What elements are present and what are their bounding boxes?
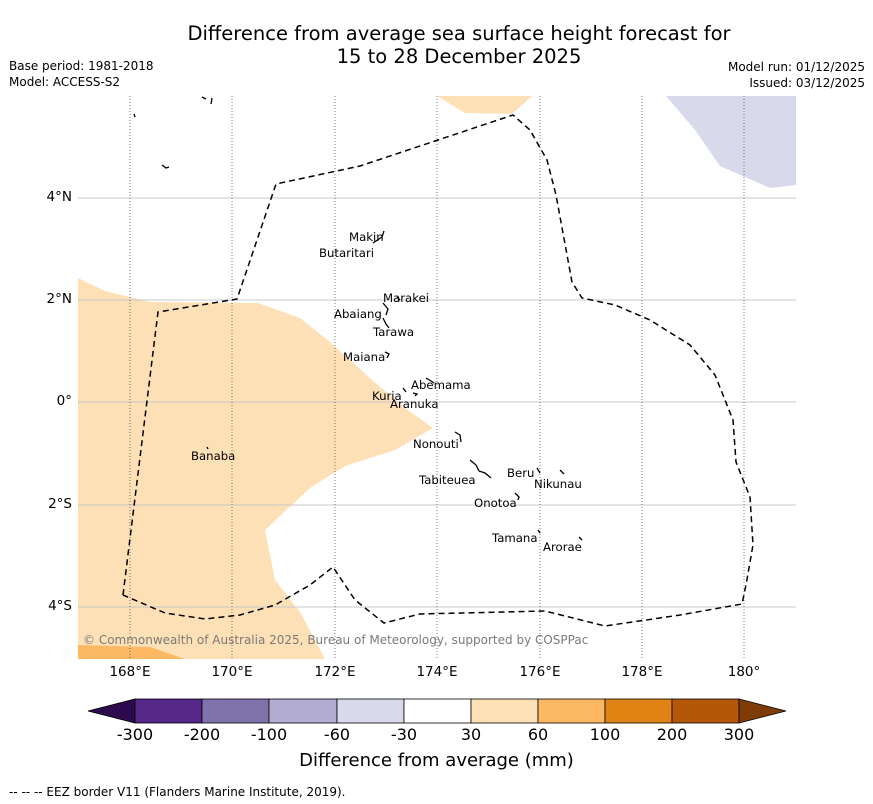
base-period-text: Base period: 1981-2018	[9, 59, 154, 73]
colorbar-tick-neg300: -300	[116, 725, 154, 744]
island-label-tarawa: Tarawa	[373, 325, 415, 339]
colorbar-bin-7	[537, 698, 606, 724]
lon-label-178e: 178°E	[621, 664, 663, 680]
anomaly-60-100-southwest	[78, 645, 185, 659]
lon-gridlines	[129, 96, 745, 659]
island-label-aranuka: Aranuka	[390, 397, 439, 411]
lat-label-2s: 2°S	[48, 496, 72, 512]
lat-label-0: 0°	[56, 393, 72, 409]
colorbar-bin-4	[336, 698, 405, 724]
colorbar-tick-100: 100	[589, 725, 621, 744]
issued-text: Issued: 03/12/2025	[749, 76, 865, 90]
colorbar-extend-high	[738, 698, 787, 724]
colorbar-tick-300: 300	[723, 725, 755, 744]
colorbar-tick-200: 200	[656, 725, 688, 744]
meta-left: Base period: 1981-2018 Model: ACCESS-S2	[9, 58, 154, 90]
lon-label-180: 180°	[727, 664, 761, 680]
colorbar-bin-6	[470, 698, 539, 724]
eez-border	[122, 114, 754, 627]
island-label-arorae: Arorae	[543, 540, 582, 554]
colorbar-label: Difference from average (mm)	[299, 750, 574, 771]
island-label-nikunau: Nikunau	[534, 477, 582, 491]
lon-label-170e: 170°E	[211, 664, 253, 680]
colorbar-bin-3	[268, 698, 338, 724]
island-label-tabiteuea: Tabiteuea	[419, 473, 476, 487]
title-line-1: Difference from average sea surface heig…	[187, 22, 731, 45]
island-label-tamana: Tamana	[492, 531, 538, 545]
island-label-abemama: Abemama	[411, 378, 471, 392]
model-run-text: Model run: 01/12/2025	[727, 60, 865, 74]
lon-label-174e: 174°E	[416, 664, 458, 680]
lat-label-2n: 2°N	[46, 291, 72, 307]
colorbar-tick-neg60: -60	[323, 725, 351, 744]
island-label-makin: Makin	[349, 230, 384, 244]
colorbar-tick-neg30: -30	[390, 725, 418, 744]
island-label-beru: Beru	[507, 466, 535, 480]
colorbar-tick-60: 60	[527, 725, 549, 744]
colorbar-bin-2	[201, 698, 270, 724]
island-outlines	[133, 96, 583, 541]
colorbar-tick-neg200: -200	[183, 725, 221, 744]
colorbar-bin-9	[671, 698, 740, 724]
lon-label-176e: 176°E	[519, 664, 561, 680]
model-text: Model: ACCESS-S2	[9, 75, 121, 89]
copyright-text: © Commonwealth of Australia 2025, Bureau…	[83, 633, 589, 647]
lon-label-172e: 172°E	[314, 664, 356, 680]
eez-footer-note: -- -- -- EEZ border V11 (Flanders Marine…	[9, 785, 346, 799]
anomaly-30-60-west	[78, 278, 433, 659]
island-label-kuria: Kuria	[372, 389, 402, 403]
island-label-onotoa: Onotoa	[474, 496, 517, 510]
island-label-marakei: Marakei	[383, 291, 430, 305]
colorbar-tick-neg100: -100	[250, 725, 288, 744]
colorbar-bin-1	[134, 698, 203, 724]
island-label-banaba: Banaba	[191, 449, 236, 463]
colorbar-extend-low	[87, 698, 136, 724]
colorbar-bin-5	[403, 698, 472, 724]
lat-label-4s: 4°S	[48, 598, 72, 614]
anomaly-neg-northeast	[666, 96, 796, 188]
colorbar-tick-30: 30	[460, 725, 482, 744]
island-label-maiana: Maiana	[343, 350, 386, 364]
anomaly-30-60-north	[437, 96, 532, 114]
meta-right: Model run: 01/12/2025 Issued: 03/12/2025	[728, 59, 865, 91]
lon-label-168e: 168°E	[109, 664, 151, 680]
island-label-nonouti: Nonouti	[413, 437, 459, 451]
map-area	[78, 96, 796, 659]
title-line-2: 15 to 28 December 2025	[336, 45, 582, 68]
colorbar	[87, 698, 787, 724]
island-label-butaritari: Butaritari	[319, 246, 375, 260]
island-label-abaiang: Abaiang	[334, 307, 382, 321]
lat-label-4n: 4°N	[46, 189, 72, 205]
colorbar-bin-8	[604, 698, 673, 724]
map-title: Difference from average sea surface heig…	[0, 22, 873, 68]
